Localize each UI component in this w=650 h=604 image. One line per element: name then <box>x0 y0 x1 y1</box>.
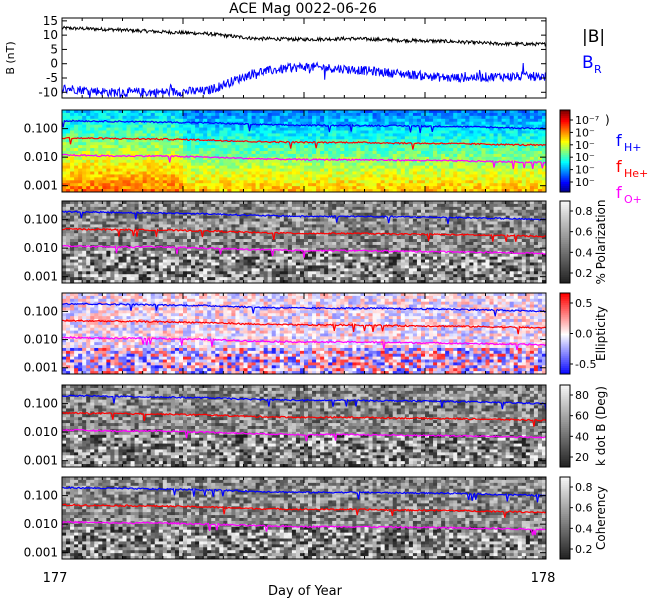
legend-fhe-subscript: He+ <box>624 167 648 180</box>
colorbar-label: k dot B (Deg) <box>594 386 608 466</box>
colorbar-tick-label: 10⁻ <box>575 126 595 139</box>
colorbar-tick-label: 20 <box>575 451 589 464</box>
y-tick-label: 5 <box>50 42 58 56</box>
colorbar-tick-label: 0.5 <box>575 297 593 310</box>
colorbar-tick-label: 0.0 <box>575 328 593 341</box>
y-tick-label: 0.001 <box>24 546 58 560</box>
y-tick-label: 0.100 <box>24 213 58 227</box>
y-tick-label: 0.100 <box>24 304 58 318</box>
legend-fo-subscript: O+ <box>624 193 642 206</box>
y-tick-label: 0 <box>50 57 58 71</box>
y-tick-label: -5 <box>46 71 58 85</box>
y-tick-label: 0.010 <box>24 517 58 531</box>
figure-title: ACE Mag 0022-06-26 <box>229 1 377 17</box>
colorbar-label: % Polarization <box>594 200 608 285</box>
colorbar-tick-label: 0.8 <box>575 205 593 218</box>
polarization-panel: 0.100 0.010 0.001 0.8 0.6 0.4 0.2% Polarizatio… <box>24 200 608 285</box>
y-tick-label: 0.010 <box>24 425 58 439</box>
x-tick-label: 178 <box>531 571 556 586</box>
colorbar-tick-label: 0.4 <box>575 246 593 259</box>
legend-br: B <box>582 53 594 73</box>
legend-fo: f <box>616 183 622 202</box>
y-tick-label: 0.001 <box>24 361 58 375</box>
legend-fh: f <box>616 131 622 150</box>
colorbar-tick-label: 80 <box>575 389 589 402</box>
colorbar-tick-label: 0.2 <box>575 543 593 556</box>
colorbar-tick-label: 0.8 <box>575 481 593 494</box>
colorbar-tick-label: 10⁻ <box>575 164 595 177</box>
legend-fhe: f <box>616 157 622 176</box>
y-tick-label: 0.100 <box>24 397 58 411</box>
y-tick-label: 0.100 <box>24 122 58 136</box>
colorbar-tick-label: 10⁻ <box>575 151 595 164</box>
y-tick-label: 0.001 <box>24 179 58 193</box>
y-tick-label: 10 <box>43 28 58 42</box>
colorbar-tick-label: 10⁻ <box>575 139 595 152</box>
y-tick-label: 0.010 <box>24 333 58 347</box>
y-tick-label: 0.010 <box>24 150 58 164</box>
colorbar-tick-label: 0.4 <box>575 522 593 535</box>
colorbar-tick-label: 40 <box>575 430 589 443</box>
colorbar-label: Coherency <box>594 486 608 550</box>
colorbar-label: ) <box>605 113 610 127</box>
y-tick-label: 0.010 <box>24 241 58 255</box>
y-tick-label: -10 <box>38 85 58 99</box>
colorbar-tick-label: 0.6 <box>575 502 593 515</box>
colorbar-tick-label: 10⁻⁷ <box>575 114 599 127</box>
y-tick-label: 15 <box>43 14 58 28</box>
colorbar-tick-label: 0.6 <box>575 226 593 239</box>
legend-fh-subscript: H+ <box>624 141 642 154</box>
y-tick-label: 0.100 <box>24 489 58 503</box>
x-axis-label: Day of Year <box>268 584 343 599</box>
x-tick-label: 177 <box>43 571 68 586</box>
colorbar-label: Ellipticity <box>594 306 608 361</box>
colorbar-tick-label: 0.2 <box>575 267 593 280</box>
colorbar-tick-label: 10⁻ <box>575 176 595 189</box>
legend-br-subscript: R <box>594 63 602 76</box>
legend-bmag: |B| <box>582 27 605 47</box>
y-tick-label: 0.001 <box>24 454 58 468</box>
y-axis-label: B (nT) <box>4 41 17 74</box>
colorbar-tick-label: 60 <box>575 410 589 423</box>
y-tick-label: 0.001 <box>24 270 58 284</box>
k-dot-b-panel: 0.100 0.010 0.001 80 60 40 20 k dot B (Deg) <box>24 385 608 468</box>
